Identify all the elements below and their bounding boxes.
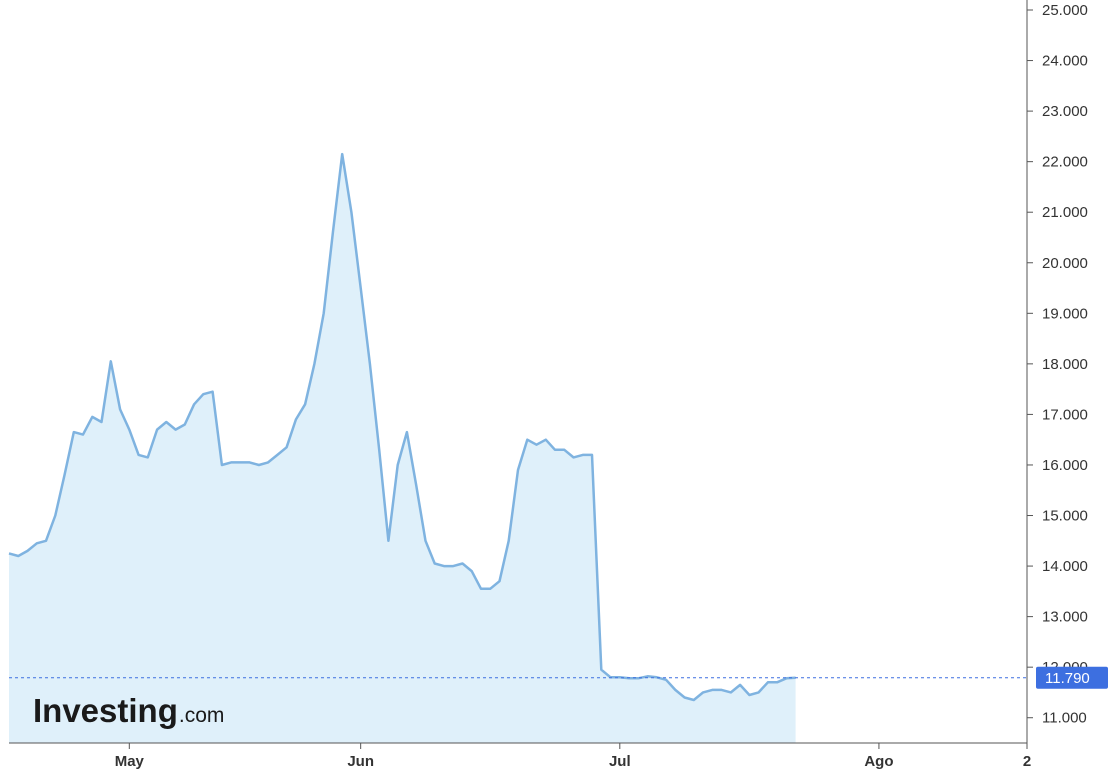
- series-line: [8, 152, 796, 702]
- y-tick-label: 24.000: [1042, 53, 1088, 70]
- y-tick-label: 18.000: [1042, 356, 1088, 373]
- x-tick-label: May: [115, 753, 145, 770]
- y-tick-label: 19.000: [1042, 305, 1088, 322]
- watermark-suffix: .com: [179, 704, 225, 727]
- y-tick-label: 14.000: [1042, 558, 1088, 575]
- y-tick-label: 16.000: [1042, 457, 1088, 474]
- y-tick-label: 17.000: [1042, 406, 1088, 423]
- y-tick-label: 15.000: [1042, 508, 1088, 525]
- x-tick-label: Jun: [347, 753, 374, 770]
- x-tick-label: Jul: [609, 753, 631, 770]
- x-tick-label: Ago: [864, 753, 893, 770]
- last-value-label: 11.790: [1045, 670, 1090, 687]
- y-tick-label: 21.000: [1042, 204, 1088, 221]
- investing-watermark: Investing .com: [33, 692, 224, 729]
- y-tick-label: 22.000: [1042, 154, 1088, 171]
- last-value-badge: 11.790: [1036, 666, 1108, 689]
- y-tick-label: 13.000: [1042, 609, 1088, 626]
- series-area-fill: [9, 154, 796, 744]
- x-axis: May Jun Jul Ago 2: [115, 743, 1031, 770]
- y-axis: 11.00012.00013.00014.00015.00016.00017.0…: [1027, 2, 1088, 727]
- x-tick-label: 2: [1023, 753, 1031, 770]
- y-tick-label: 23.000: [1042, 103, 1088, 120]
- y-tick-label: 25.000: [1042, 2, 1088, 19]
- y-tick-label: 11.000: [1042, 710, 1087, 727]
- watermark-brand: Investing: [33, 692, 178, 729]
- last-value-badge-bg: [1036, 666, 1108, 689]
- y-tick-label: 20.000: [1042, 255, 1088, 272]
